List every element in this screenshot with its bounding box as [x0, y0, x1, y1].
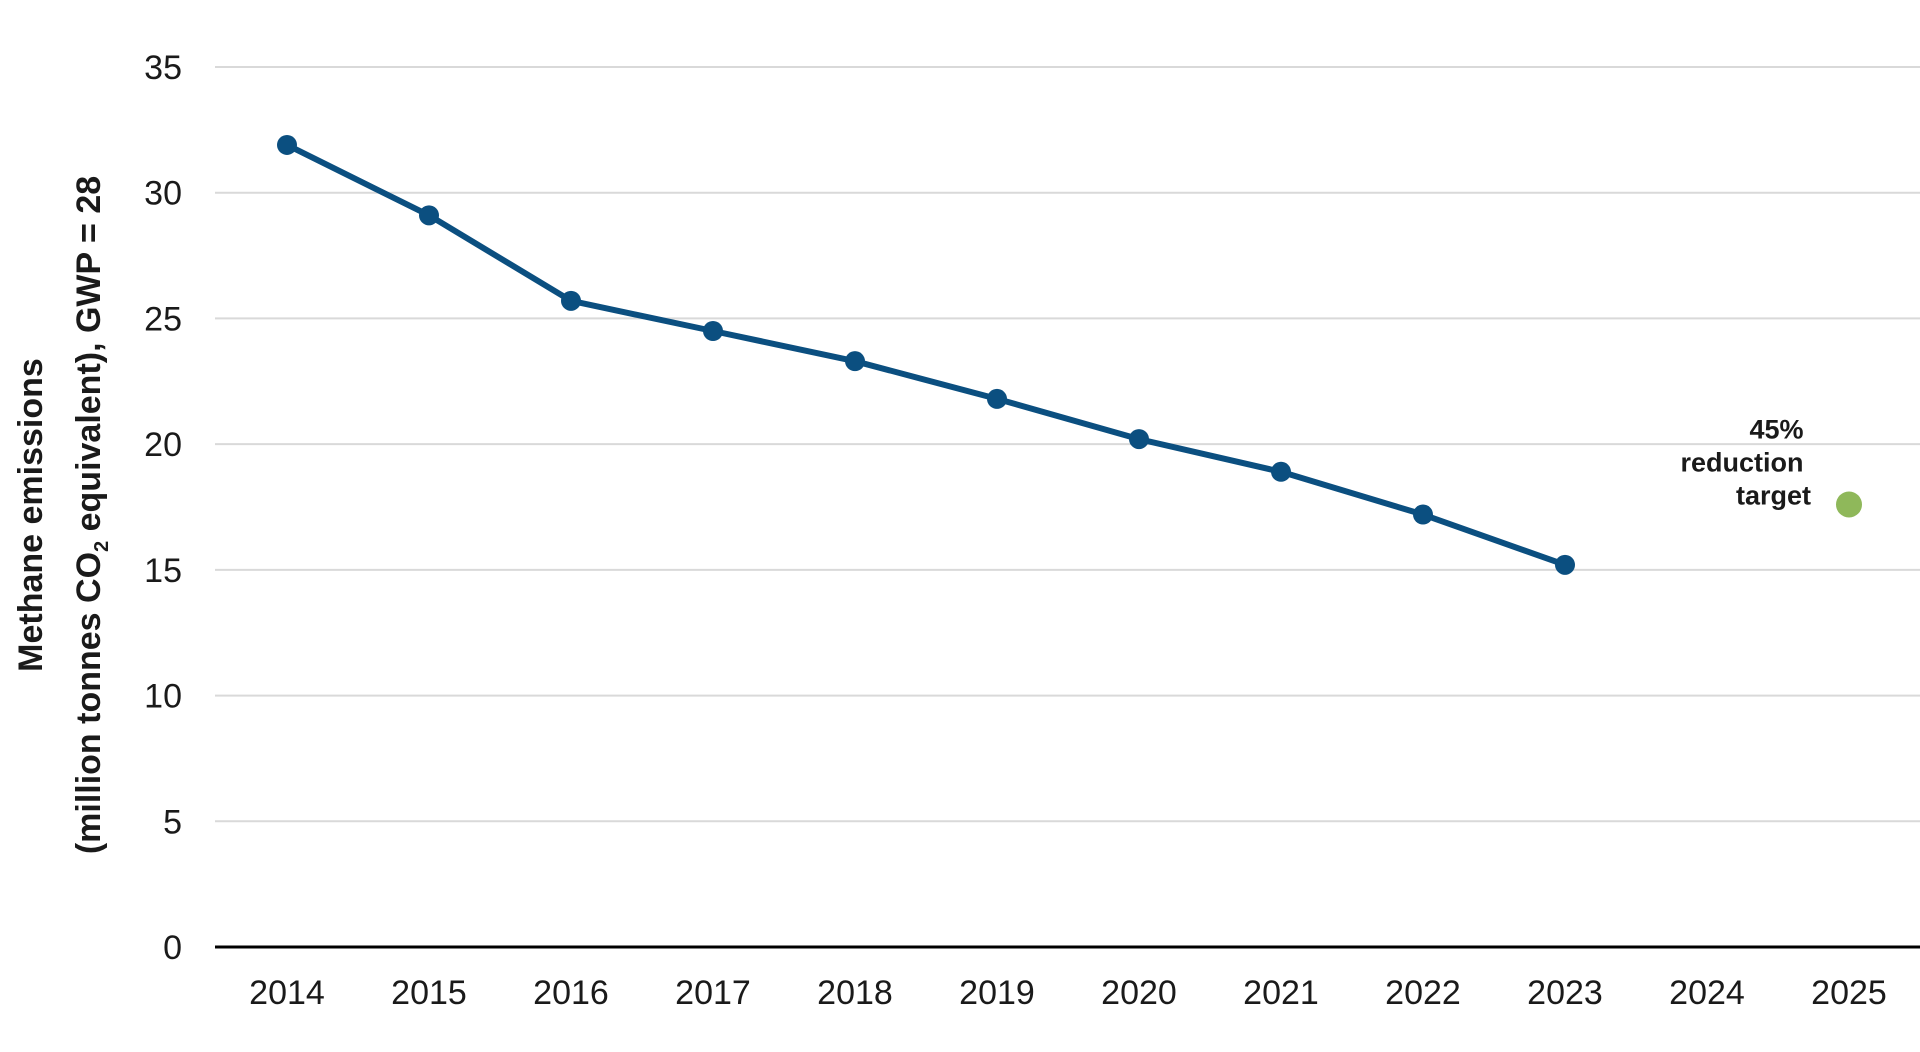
y-axis-label-subscript: 2: [91, 541, 113, 552]
x-tick-label: 2024: [1669, 974, 1745, 1012]
data-point: [1271, 461, 1291, 482]
y-axis-label-line-2: (million tonnes CO2 equivalent), GWP = 2…: [70, 176, 113, 854]
x-tick-label: 2023: [1527, 974, 1603, 1012]
y-tick-labels: 0 5 10 15 20 25 30 35: [144, 49, 182, 967]
data-points: [277, 134, 1575, 575]
x-tick-label: 2015: [391, 974, 467, 1012]
y-tick-label: 15: [144, 552, 182, 590]
y-tick-label: 0: [163, 929, 182, 967]
data-point: [277, 134, 297, 155]
x-tick-label: 2025: [1811, 974, 1887, 1012]
x-tick-label: 2017: [675, 974, 751, 1012]
x-tick-labels: 2014 2015 2016 2017 2018 2019 2020 2021 2022 2023…: [249, 974, 1887, 1012]
gridlines: [215, 66, 1920, 823]
x-tick-label: 2014: [249, 974, 325, 1012]
x-tick-label: 2019: [959, 974, 1035, 1012]
x-tick-label: 2021: [1243, 974, 1319, 1012]
y-tick-label: 10: [144, 678, 182, 716]
target-label-line-2: reduction: [1680, 447, 1803, 477]
data-point: [845, 351, 865, 372]
x-tick-label: 2020: [1101, 974, 1177, 1012]
data-point: [561, 290, 581, 311]
target-label: 45% reduction target: [1680, 414, 1811, 510]
x-tick-label: 2018: [817, 974, 893, 1012]
y-tick-label: 20: [144, 426, 182, 464]
data-point: [987, 388, 1007, 409]
y-axis-label-line-1: Methane emissions: [12, 358, 50, 672]
target-label-line-3: target: [1736, 480, 1811, 510]
y-tick-label: 25: [144, 300, 182, 338]
x-tick-label: 2022: [1385, 974, 1461, 1012]
y-tick-label: 35: [144, 49, 182, 87]
data-point: [419, 205, 439, 226]
target-label-line-1: 45%: [1749, 414, 1803, 444]
target-point: [1836, 491, 1862, 518]
y-tick-label: 30: [144, 175, 182, 213]
data-point: [1129, 429, 1149, 450]
y-axis-label-post: equivalent), GWP = 28: [70, 176, 108, 541]
data-point: [1555, 554, 1575, 575]
y-tick-label: 5: [163, 803, 182, 841]
y-axis-label-pre: (million tonnes CO: [70, 552, 108, 854]
data-point: [703, 321, 723, 341]
x-tick-label: 2016: [533, 974, 609, 1012]
series-line: [284, 141, 1568, 568]
data-point: [1413, 504, 1433, 525]
